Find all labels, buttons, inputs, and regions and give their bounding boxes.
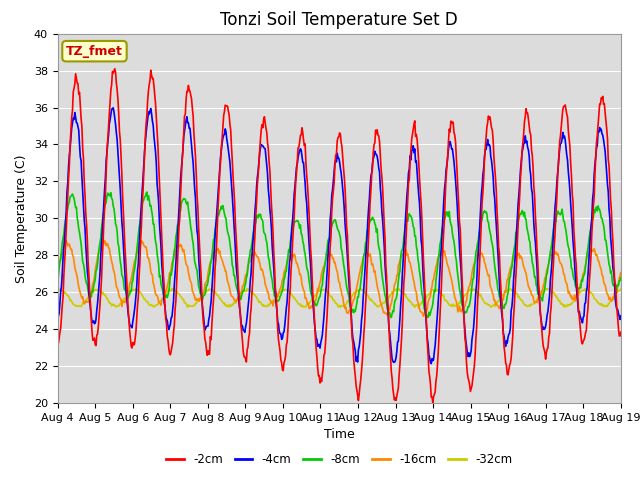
Title: Tonzi Soil Temperature Set D: Tonzi Soil Temperature Set D [220,11,458,29]
Legend: -2cm, -4cm, -8cm, -16cm, -32cm: -2cm, -4cm, -8cm, -16cm, -32cm [161,449,517,471]
Text: TZ_fmet: TZ_fmet [66,45,123,58]
X-axis label: Time: Time [324,429,355,442]
Y-axis label: Soil Temperature (C): Soil Temperature (C) [15,154,28,283]
